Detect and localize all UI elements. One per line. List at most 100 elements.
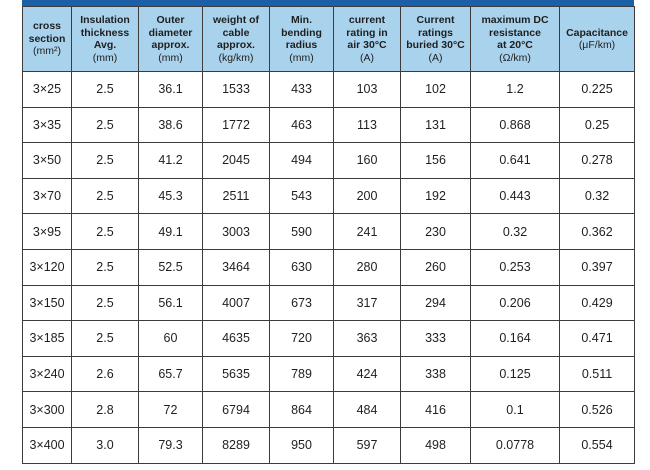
cell-insulation-thickness: 2.5 <box>71 106 139 144</box>
header-capacitance: Capacitance (μF/km) <box>559 6 635 72</box>
cell-cable-weight: 4635 <box>202 320 270 357</box>
header-outer-diameter: Outer diameter approx. (mm) <box>138 6 203 72</box>
cell-cross-section: 3×50 <box>22 142 72 179</box>
cell-current-buried: 192 <box>400 177 471 215</box>
cell-capacitance: 0.278 <box>559 142 635 179</box>
header-unit: (mm) <box>158 51 183 64</box>
cell-bending-radius: 590 <box>269 213 334 250</box>
cell-capacitance: 0.511 <box>559 355 635 393</box>
cell-current-buried: 333 <box>400 320 471 357</box>
cell-current-buried: 102 <box>400 71 471 108</box>
cell-capacitance: 0.554 <box>559 426 635 464</box>
header-line: radius <box>285 39 318 51</box>
header-unit: (A) <box>428 51 443 64</box>
cell-cable-weight: 3464 <box>202 248 270 286</box>
cell-outer-diameter: 52.5 <box>138 248 203 286</box>
cell-bending-radius: 720 <box>269 320 334 357</box>
cell-outer-diameter: 72 <box>138 391 203 428</box>
top-accent-bar <box>22 0 634 6</box>
cell-current-buried: 294 <box>400 284 471 322</box>
cell-capacitance: 0.471 <box>559 320 635 357</box>
cell-insulation-thickness: 3.0 <box>71 426 139 464</box>
table-row: 3×300 2.8 72 6794 864 484 416 0.1 0.526 <box>22 391 635 428</box>
table-row: 3×240 2.6 65.7 5635 789 424 338 0.125 0.511 <box>22 355 635 393</box>
header-insulation-thickness: Insulation thickness Avg. (mm) <box>71 6 139 72</box>
cell-current-air: 363 <box>333 320 401 357</box>
header-line: Current <box>416 14 455 26</box>
cell-dc-resistance: 1.2 <box>470 71 560 108</box>
table-row: 3×50 2.5 41.2 2045 494 160 156 0.641 0.278 <box>22 142 635 179</box>
cell-dc-resistance: 0.164 <box>470 320 560 357</box>
header-line: buried 30°C <box>406 39 465 51</box>
header-line: Outer <box>156 14 185 26</box>
cell-cable-weight: 1533 <box>202 71 270 108</box>
header-bending-radius: Min. bending radius (mm) <box>269 6 334 72</box>
header-line: weight of <box>212 14 260 26</box>
cell-current-air: 160 <box>333 142 401 179</box>
cell-cable-weight: 1772 <box>202 106 270 144</box>
cell-cross-section: 3×185 <box>22 320 72 357</box>
cell-bending-radius: 864 <box>269 391 334 428</box>
cell-outer-diameter: 79.3 <box>138 426 203 464</box>
cell-cable-weight: 3003 <box>202 213 270 250</box>
cell-cross-section: 3×35 <box>22 106 72 144</box>
header-line: diameter <box>148 26 193 39</box>
cell-current-air: 597 <box>333 426 401 464</box>
cell-cross-section: 3×300 <box>22 391 72 428</box>
cell-insulation-thickness: 2.8 <box>71 391 139 428</box>
cell-current-buried: 260 <box>400 248 471 286</box>
cell-bending-radius: 543 <box>269 177 334 215</box>
cell-insulation-thickness: 2.5 <box>71 177 139 215</box>
header-unit: (mm) <box>289 51 314 64</box>
header-line: ratings <box>417 26 453 39</box>
cell-outer-diameter: 38.6 <box>138 106 203 144</box>
cell-dc-resistance: 0.0778 <box>470 426 560 464</box>
table-body: 3×25 2.5 36.1 1533 433 103 102 1.2 0.225 3×35 2.5 3… <box>22 71 635 464</box>
header-line: Capacitance <box>566 26 628 39</box>
header-line: rating in <box>346 26 388 39</box>
table-row: 3×120 2.5 52.5 3464 630 280 260 0.253 0.397 <box>22 248 635 286</box>
cell-capacitance: 0.397 <box>559 248 635 286</box>
header-line: current <box>348 14 386 26</box>
cell-bending-radius: 463 <box>269 106 334 144</box>
header-unit: (mm²) <box>33 45 61 58</box>
header-line: resistance <box>489 26 541 39</box>
cell-cable-weight: 5635 <box>202 355 270 393</box>
cell-current-air: 280 <box>333 248 401 286</box>
cell-dc-resistance: 0.125 <box>470 355 560 393</box>
cell-capacitance: 0.362 <box>559 213 635 250</box>
header-row: cross section (mm²) Insulation thickness Avg.… <box>22 6 635 72</box>
header-line: air 30°C <box>347 39 387 51</box>
cell-current-buried: 156 <box>400 142 471 179</box>
header-line: cross <box>32 20 62 33</box>
cell-outer-diameter: 65.7 <box>138 355 203 393</box>
cell-dc-resistance: 0.32 <box>470 213 560 250</box>
table-row: 3×25 2.5 36.1 1533 433 103 102 1.2 0.225 <box>22 71 635 108</box>
cell-capacitance: 0.25 <box>559 106 635 144</box>
cell-current-buried: 230 <box>400 213 471 250</box>
cell-outer-diameter: 49.1 <box>138 213 203 250</box>
cell-capacitance: 0.526 <box>559 391 635 428</box>
header-line: Avg. <box>93 39 117 51</box>
cell-dc-resistance: 0.1 <box>470 391 560 428</box>
cell-cable-weight: 2511 <box>202 177 270 215</box>
table-row: 3×400 3.0 79.3 8289 950 597 498 0.0778 0.554 <box>22 426 635 464</box>
cell-cross-section: 3×240 <box>22 355 72 393</box>
cell-dc-resistance: 0.206 <box>470 284 560 322</box>
cell-cross-section: 3×95 <box>22 213 72 250</box>
cell-cross-section: 3×70 <box>22 177 72 215</box>
cell-bending-radius: 950 <box>269 426 334 464</box>
header-line: approx. <box>217 39 255 51</box>
cell-cable-weight: 8289 <box>202 426 270 464</box>
cell-bending-radius: 433 <box>269 71 334 108</box>
header-line: approx. <box>151 39 190 51</box>
header-line: maximum DC <box>481 14 549 26</box>
cell-cable-weight: 6794 <box>202 391 270 428</box>
cell-insulation-thickness: 2.5 <box>71 142 139 179</box>
table-row: 3×35 2.5 38.6 1772 463 113 131 0.868 0.25 <box>22 106 635 144</box>
header-line: bending <box>281 26 322 39</box>
cell-outer-diameter: 41.2 <box>138 142 203 179</box>
cell-current-air: 113 <box>333 106 401 144</box>
cell-outer-diameter: 56.1 <box>138 284 203 322</box>
cell-dc-resistance: 0.868 <box>470 106 560 144</box>
